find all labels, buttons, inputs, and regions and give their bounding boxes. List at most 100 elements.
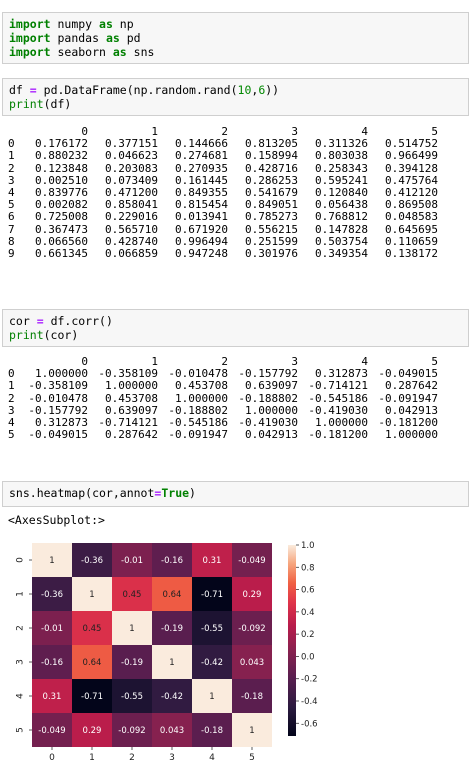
heatmap-cell [152,611,192,645]
heatmap-annotation: 1 [169,658,174,668]
code-token: , [251,83,259,97]
x-tick-label: 1 [89,753,95,763]
heatmap-annotation: -0.71 [201,590,223,600]
heatmap-annotation: 1 [209,692,214,702]
row-index: 6 [8,210,15,224]
heatmap-annotation: 0.043 [160,726,184,736]
table-cell: 0.947248 [175,246,228,260]
code-token: (df) [43,97,72,111]
table-cell: 0.144666 [175,137,228,151]
row-index: 2 [8,391,15,405]
heatmap-annotation: 0.64 [83,658,102,668]
colorbar-tick-label: 0.4 [301,608,315,618]
table-row: 5 -0.049015 0.287642 -0.091947 0.042913 -0.18… [2,428,469,442]
colorbar-tick-label: 0.0 [301,652,315,662]
table-cell: 0.203083 [105,161,158,175]
heatmap-cell [112,543,152,577]
table-row: 1 -0.358109 1.000000 0.453708 0.639097 -0.714… [2,380,469,392]
heatmap-annotation: -0.36 [41,590,63,600]
code-line: import numpy as np [9,17,462,31]
code-token: numpy [50,17,100,31]
heatmap-annotation: 0.45 [123,590,142,600]
table-cell: 0.813205 [245,137,298,151]
table-row: 0 1.000000 -0.358109 -0.010478 -0.157792 0.31… [2,367,469,381]
heatmap-cell [192,611,232,645]
heatmap-annotation: -0.36 [81,556,103,566]
colorbar [288,545,296,736]
heatmap-cell [152,577,192,611]
table-cell: -0.188802 [168,403,228,417]
heatmap-cell [32,713,72,747]
column-header: 3 [291,126,298,138]
table-cell: 0.556215 [245,222,298,236]
x-tick-label: 2 [129,753,135,763]
table-cell: 0.996494 [175,234,228,248]
code-token: import [9,31,51,45]
heatmap-cell [112,645,152,679]
heatmap-cell [232,611,272,645]
table-cell: 0.471200 [105,185,158,199]
y-tick-label: 5 [16,727,26,733]
code-token: True [161,486,190,500]
table-cell: 0.048583 [385,210,438,224]
heatmap-cell [232,577,272,611]
table-cell: 0.147828 [315,222,368,236]
table-cell: -0.358109 [98,367,158,381]
table-cell: -0.419030 [238,415,298,429]
code-token: print [9,328,44,342]
colorbar-tick-label: 0.6 [301,586,315,596]
table-cell: 0.073409 [105,173,158,187]
column-header: 1 [151,356,158,368]
heatmap-annotation: 0.31 [43,692,62,702]
heatmap-cell [232,679,272,713]
table-cell: 0.966499 [385,149,438,163]
table-cell: 0.110659 [385,234,438,248]
table-cell: -0.188802 [238,391,298,405]
heatmap-annotation: -0.55 [201,624,223,634]
code-cell-imports[interactable]: import numpy as np import pandas as pd imp… [2,12,469,64]
heatmap-cell [32,543,72,577]
table-cell: 0.645695 [385,222,438,236]
colorbar-tick-label: -0.6 [301,719,318,729]
table-cell: -0.049015 [28,428,88,442]
x-tick-label: 3 [169,753,175,763]
table-header: 0 1 2 3 4 5 [2,126,469,138]
table-cell: 0.565710 [105,222,158,236]
heatmap-cell [192,543,232,577]
heatmap-cell [32,611,72,645]
heatmap-annotation: 0.043 [240,658,264,668]
column-header: 5 [431,356,438,368]
heatmap-cell [232,645,272,679]
heatmap-annotation: -0.049 [238,556,265,566]
code-cell-dataframe[interactable]: df = pd.DataFrame(np.random.rand(10,6)) p… [2,78,469,116]
heatmap-cell [232,543,272,577]
heatmap-annotation: -0.01 [121,556,143,566]
table-cell: 0.768812 [315,210,368,224]
code-token: seaborn [50,45,113,59]
row-index: 5 [8,198,15,212]
code-cell-heatmap[interactable]: sns.heatmap(cor,annot=True) [2,481,469,507]
code-cell-corr[interactable]: cor = df.corr() print(cor) [2,309,469,347]
table-cell: 0.287642 [105,428,158,442]
table-cell: 0.595241 [315,173,368,187]
code-line: cor = df.corr() [9,314,462,328]
row-index: 4 [8,415,15,429]
table-header: 0 1 2 3 4 5 [2,356,469,368]
y-tick-label: 2 [16,625,26,631]
code-token: sns.heatmap(cor,annot [9,486,155,500]
table-cell: -0.714121 [308,379,368,393]
code-token: df [9,83,30,97]
table-cell: 0.880232 [35,149,88,163]
table-cell: -0.157792 [28,403,88,417]
table-cell: 0.869508 [385,198,438,212]
table-cell: 0.367473 [35,222,88,236]
code-token: np [112,17,134,31]
heatmap-cell [192,645,232,679]
code-token: ) [189,486,196,500]
heatmap-annotation: 0.64 [163,590,182,600]
code-token: (cor) [43,328,79,342]
row-index: 0 [8,367,15,381]
heatmap-annotation: 1 [129,624,134,634]
code-token: as [105,31,120,45]
table-cell: -0.010478 [28,391,88,405]
